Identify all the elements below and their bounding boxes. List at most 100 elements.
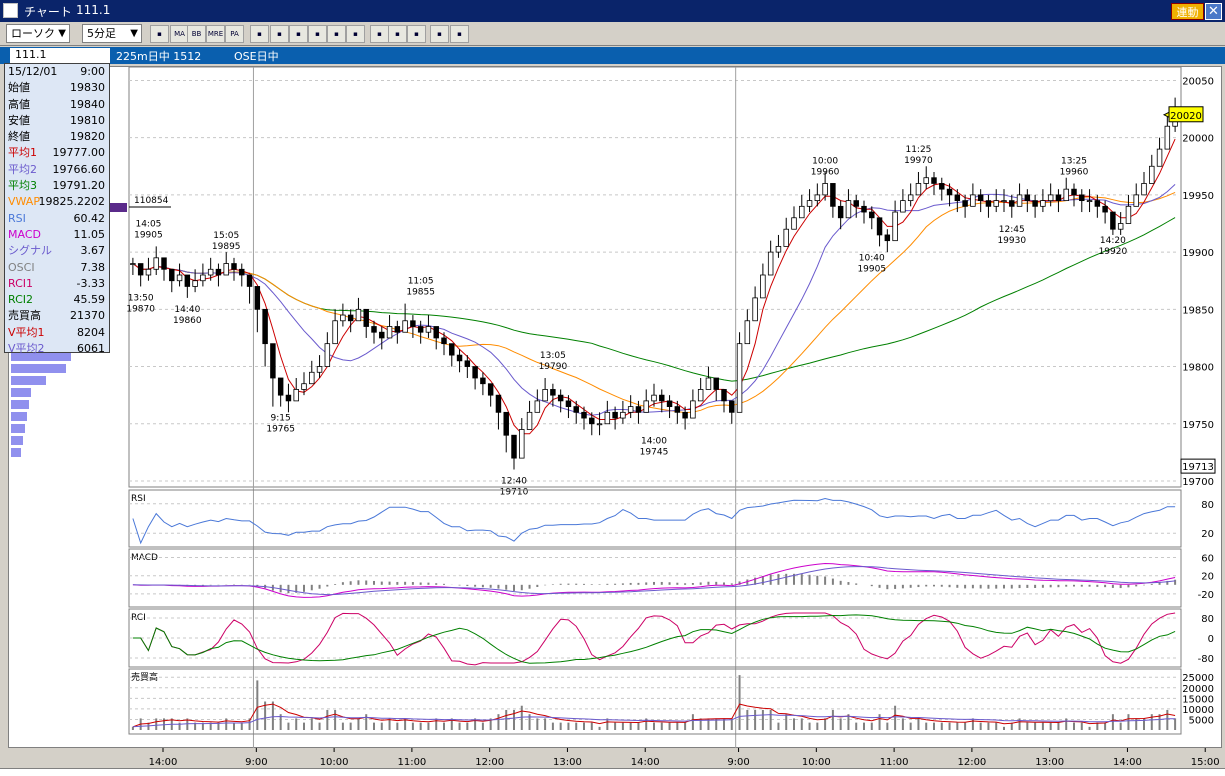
candle-body xyxy=(169,268,175,282)
annotation-time: 9:15 xyxy=(271,414,291,424)
pen-icon[interactable]: ▪ xyxy=(370,25,389,43)
annotation-price: 19960 xyxy=(1060,167,1089,177)
info-row: 安値 19810 xyxy=(5,113,109,129)
candle-body xyxy=(752,297,758,322)
info-label: RCI1 xyxy=(8,276,34,290)
annotation-price: 19920 xyxy=(1099,247,1128,257)
interval-select[interactable]: 5分足 ▼ xyxy=(82,24,142,43)
candle-body xyxy=(604,411,611,425)
candle-body xyxy=(1141,183,1147,196)
candle-body xyxy=(309,371,315,385)
candle-body xyxy=(464,360,471,367)
rci1-line xyxy=(132,612,1176,666)
volume-profile-bar xyxy=(11,376,46,385)
info-label: 安値 xyxy=(8,113,30,127)
volume-profile-bar xyxy=(11,448,21,457)
candle-body xyxy=(347,314,354,322)
candle-body xyxy=(176,274,183,282)
info-label: MACD xyxy=(8,227,41,241)
candle-body xyxy=(627,406,634,413)
x-tick-label: 14:00 xyxy=(149,757,178,768)
info-row: RCI1 -3.33 xyxy=(5,276,109,292)
annotation-price: 19870 xyxy=(126,304,155,314)
candle-body xyxy=(402,320,408,333)
annotation-price: 19905 xyxy=(134,230,163,240)
print-icon[interactable]: ▪ xyxy=(327,25,346,43)
line-chart-icon[interactable]: ▪ xyxy=(250,25,269,43)
candle-body xyxy=(285,394,292,402)
mre-icon[interactable]: MRE xyxy=(206,25,225,43)
info-row: RCI2 45.59 xyxy=(5,292,109,308)
y-tick-label: 20 xyxy=(1201,572,1214,583)
eraser-icon[interactable]: ▪ xyxy=(407,25,426,43)
annotation-price: 19960 xyxy=(811,167,840,177)
candle-body xyxy=(799,205,805,219)
candle-body xyxy=(977,194,984,202)
candle-body xyxy=(137,263,144,276)
symbol-input[interactable]: 111.1 xyxy=(10,48,110,63)
cursor-icon[interactable]: ▪ xyxy=(388,25,407,43)
candle-icon[interactable]: ▪ xyxy=(289,25,308,43)
chart-type-value: ローソク xyxy=(11,27,55,40)
last-price-box xyxy=(1168,106,1204,123)
annotation-time: 13:25 xyxy=(1061,156,1087,166)
rsi-panel-label: RSI xyxy=(131,494,146,504)
annotation-time: 11:05 xyxy=(408,277,434,287)
settings-icon[interactable]: ▪ xyxy=(346,25,365,43)
tool-icon[interactable]: ▪ xyxy=(150,25,169,43)
link-button[interactable]: 連動 xyxy=(1171,3,1204,20)
candle-body xyxy=(1102,205,1108,213)
candle-body xyxy=(830,183,836,207)
info-row: 始値 19830 xyxy=(5,80,109,96)
info-value: 19830 xyxy=(70,81,105,95)
x-tick-label: 10:00 xyxy=(320,757,349,768)
candle-body xyxy=(433,326,439,339)
chart-type-select[interactable]: ローソク ▼ xyxy=(6,24,70,43)
vwap-line xyxy=(132,191,1176,414)
candle-body xyxy=(301,383,307,390)
info-label: 終値 xyxy=(8,130,30,144)
info-label: 始値 xyxy=(8,81,30,95)
close-icon[interactable]: ✕ xyxy=(1205,3,1222,20)
candle-body xyxy=(223,263,229,276)
fib-icon[interactable]: ▪ xyxy=(450,25,469,43)
info-row: RSI 60.42 xyxy=(5,211,109,227)
annotation-price: 19970 xyxy=(904,156,933,166)
symbol-description: 225m日中 1512 xyxy=(116,50,202,63)
candle-body xyxy=(690,400,696,419)
candle-body xyxy=(970,194,976,207)
info-row: シグナル 3.67 xyxy=(5,243,109,259)
candle-body xyxy=(1024,194,1031,202)
candle-body xyxy=(270,343,276,379)
pa-icon[interactable]: PA xyxy=(225,25,244,43)
zoom-icon[interactable]: ▪ xyxy=(308,25,327,43)
window-symbol: 111.1 xyxy=(76,3,111,17)
candle-body xyxy=(721,389,727,402)
x-tick-label: 13:00 xyxy=(1035,757,1064,768)
candle-body xyxy=(612,411,618,419)
candle-body xyxy=(1009,200,1015,207)
chart-canvas[interactable]: 1970019750198001985019900199502000020050… xyxy=(9,66,1223,749)
bar-chart-icon[interactable]: ▪ xyxy=(270,25,289,43)
x-tick-label: 12:00 xyxy=(957,757,986,768)
annotation-time: 13:05 xyxy=(540,351,566,361)
candle-body xyxy=(907,194,914,202)
low-marker-label: 19713 xyxy=(1182,462,1214,473)
info-label: OSCI xyxy=(8,260,35,274)
candle-body xyxy=(332,320,338,345)
gear-icon[interactable]: ▪ xyxy=(430,25,449,43)
info-label: 高値 xyxy=(8,97,30,111)
volume-profile-bar xyxy=(11,388,31,397)
bb-icon[interactable]: BB xyxy=(187,25,206,43)
candle-body xyxy=(954,194,961,202)
candle-body xyxy=(425,326,432,333)
info-value: 19825.2202 xyxy=(38,195,105,209)
candle-body xyxy=(869,211,875,219)
ma2-line xyxy=(132,184,1176,416)
chevron-down-icon: ▼ xyxy=(130,28,138,39)
candle-body xyxy=(379,331,385,339)
chart-area[interactable]: 19700 19750 19800 19850 19900 19950 20000 20050… xyxy=(8,66,1223,749)
volume-ma2-line xyxy=(132,714,1176,728)
volume-panel-label: 売買高 xyxy=(131,671,158,683)
macd-panel-label: MACD xyxy=(131,553,158,563)
